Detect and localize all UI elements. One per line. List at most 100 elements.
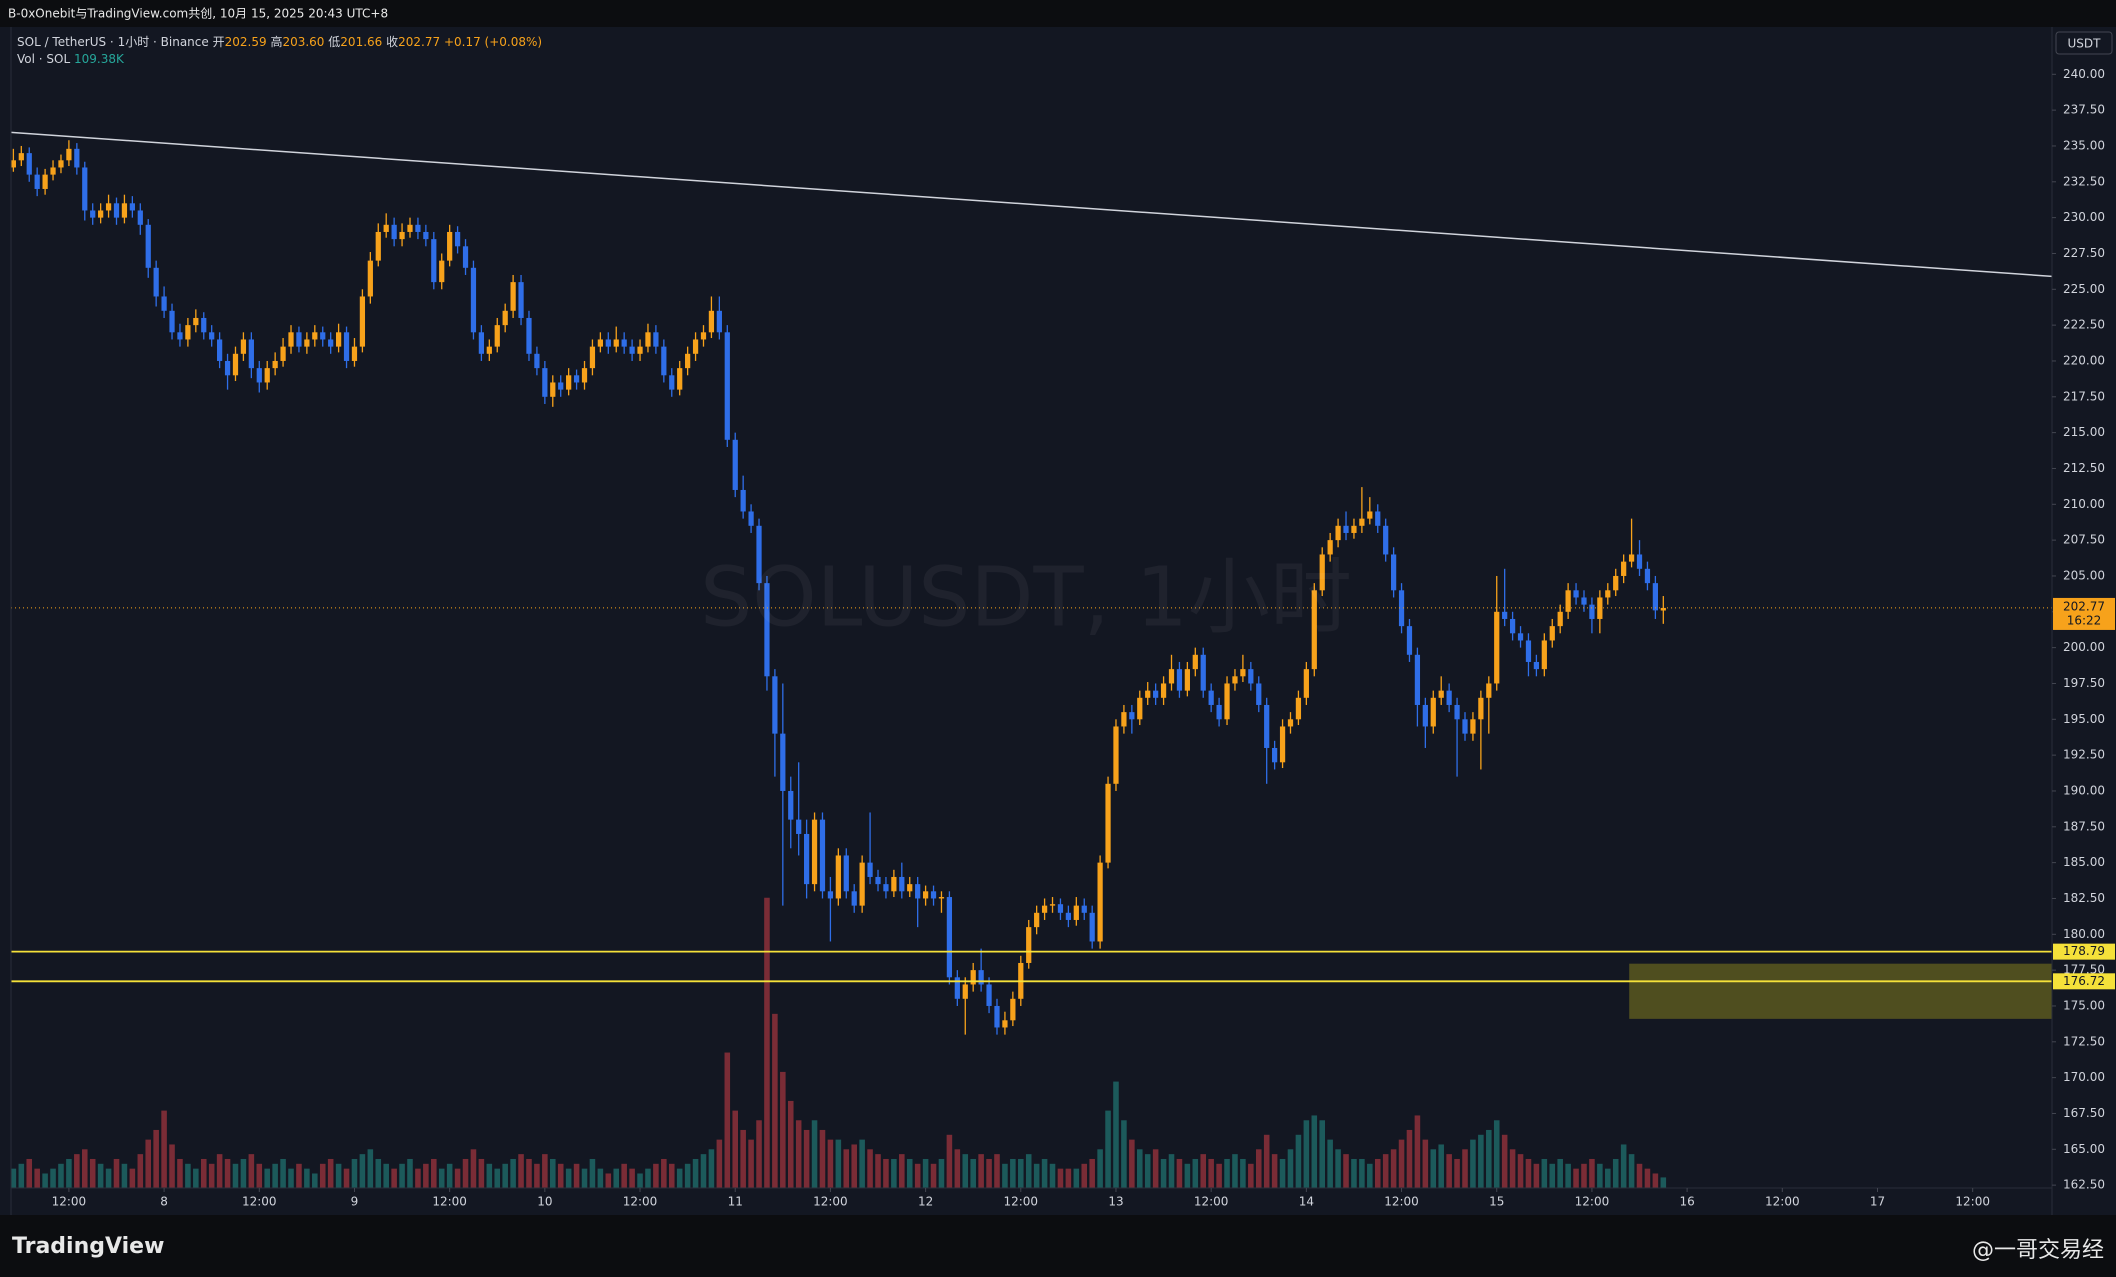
candle-body — [1240, 669, 1246, 677]
volume-bar — [954, 1149, 961, 1188]
candle-body — [335, 332, 342, 347]
volume-bar — [851, 1144, 857, 1188]
candle-body — [375, 231, 381, 261]
candle-body — [558, 382, 564, 390]
candle-body — [851, 891, 857, 906]
volume-bar — [803, 1129, 810, 1188]
legend-value: 203.60 — [282, 35, 324, 49]
x-tick-label: 12:00 — [1003, 1195, 1038, 1209]
candle-body — [1390, 554, 1397, 591]
volume-bar — [1462, 1149, 1468, 1188]
candle-body — [415, 224, 421, 232]
volume-bar — [748, 1139, 754, 1188]
candle-body — [288, 332, 294, 347]
volume-bar — [1224, 1158, 1230, 1188]
header-bar — [0, 0, 2116, 27]
candle-body — [700, 332, 707, 340]
brand[interactable]: TradingView — [12, 1234, 164, 1259]
volume-bar — [557, 1163, 564, 1188]
volume-bar — [1652, 1173, 1659, 1188]
legend-value: 201.66 — [340, 35, 382, 49]
y-tick-label: 182.50 — [2063, 891, 2105, 905]
volume-bar — [692, 1158, 699, 1188]
y-tick-label: 162.50 — [2063, 1178, 2105, 1192]
candle-body — [629, 346, 635, 354]
y-tick-label: 190.00 — [2063, 783, 2105, 797]
y-tick-label: 207.50 — [2063, 533, 2105, 547]
volume-bar — [193, 1168, 199, 1188]
volume-bar — [637, 1173, 643, 1188]
volume-bar — [375, 1158, 382, 1188]
volume-bar — [811, 1120, 818, 1188]
volume-bar — [1129, 1139, 1135, 1188]
candle-body — [1287, 719, 1294, 727]
volume-bar — [137, 1154, 144, 1188]
candle-body — [34, 174, 40, 189]
candle-body — [1232, 676, 1238, 684]
volume-bar — [97, 1163, 104, 1188]
legend-value: 202.59 — [225, 35, 267, 49]
volume-bar — [42, 1173, 48, 1188]
volume-bar — [1470, 1139, 1476, 1188]
volume-bar — [629, 1168, 635, 1188]
volume-bar — [1002, 1163, 1008, 1188]
candle-body — [462, 246, 469, 268]
volume-bar — [1081, 1163, 1088, 1188]
volume-bar — [542, 1154, 548, 1188]
volume-bar — [1033, 1163, 1040, 1188]
legend-volume: 109.38K — [74, 52, 125, 66]
volume-bar — [708, 1149, 715, 1188]
volume-bar — [605, 1173, 612, 1188]
candle-body — [1367, 511, 1373, 519]
candle-body — [962, 984, 968, 999]
volume-bar — [827, 1139, 834, 1188]
candle-body — [859, 862, 865, 906]
candle-body — [50, 167, 56, 175]
candle-body — [486, 346, 492, 354]
candle-body — [677, 368, 683, 390]
volume-bar — [914, 1163, 921, 1188]
volume-bar — [510, 1158, 516, 1188]
candle-body — [661, 346, 667, 376]
candle-body — [351, 346, 358, 361]
volume-bar — [613, 1168, 620, 1188]
candle-body — [367, 260, 373, 297]
candle-body — [439, 260, 445, 283]
volume-bar — [216, 1154, 223, 1188]
volume-bar — [494, 1168, 501, 1188]
volume-bar — [1478, 1134, 1484, 1188]
volume-bar — [1509, 1149, 1516, 1188]
candle-body — [843, 855, 849, 892]
volume-bar — [1041, 1158, 1048, 1188]
candle-body — [447, 231, 453, 261]
x-tick-label: 12 — [918, 1195, 933, 1209]
volume-bar — [351, 1158, 358, 1188]
candle-body — [26, 153, 32, 175]
candle-body — [193, 317, 199, 326]
candle-body — [645, 332, 651, 347]
volume-bar — [1089, 1158, 1095, 1188]
candle-body — [296, 332, 302, 347]
candle-body — [1153, 690, 1159, 698]
candle-body — [240, 339, 247, 354]
volume-bar — [1398, 1139, 1405, 1188]
candle-body — [272, 360, 278, 369]
y-tick-label: 232.50 — [2063, 174, 2105, 188]
y-tick-label: 200.00 — [2063, 640, 2105, 654]
candle-body — [518, 282, 524, 318]
volume-bar — [232, 1163, 239, 1188]
currency-box[interactable] — [2055, 31, 2113, 55]
currency[interactable]: USDT — [2068, 37, 2102, 51]
volume-bar — [1422, 1139, 1429, 1188]
candle-body — [875, 876, 881, 885]
level-label: 176.72 — [2063, 974, 2105, 988]
volume-bar — [867, 1149, 873, 1188]
volume-bar — [986, 1158, 992, 1188]
candle-body — [637, 346, 643, 354]
candle-body — [566, 375, 572, 390]
candle-body — [1335, 525, 1341, 541]
x-tick-label: 9 — [351, 1195, 359, 1209]
volume-bar — [367, 1149, 374, 1188]
volume-bar — [1025, 1154, 1032, 1188]
candle-body — [1176, 669, 1183, 691]
